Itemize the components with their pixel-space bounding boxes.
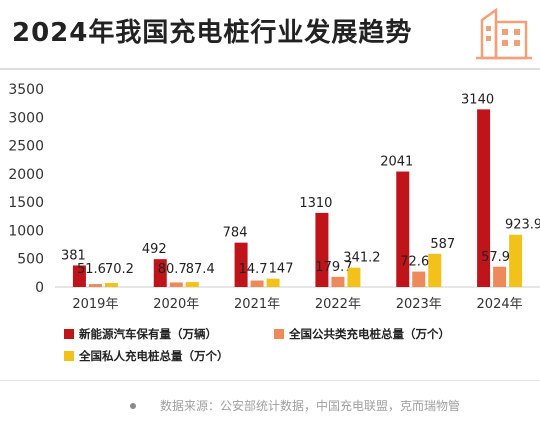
page-title: 2024年我国充电桩行业发展趋势 bbox=[12, 18, 413, 48]
x-tick-label: 2024年 bbox=[477, 297, 523, 312]
bar-3 bbox=[266, 278, 280, 287]
legend-swatch-public bbox=[274, 329, 284, 339]
data-label: 341.2 bbox=[343, 251, 380, 266]
bar-3 bbox=[428, 253, 442, 287]
legend-label-public: 全国公共类充电桩总量（万个） bbox=[289, 327, 450, 341]
y-tick-label: 3000 bbox=[8, 110, 44, 126]
y-tick-label: 500 bbox=[17, 252, 44, 268]
x-tick-label: 2023年 bbox=[396, 297, 442, 312]
data-label: 2041 bbox=[380, 155, 413, 170]
bar-2 bbox=[88, 284, 102, 287]
bar-2 bbox=[412, 271, 426, 287]
bar-3 bbox=[509, 234, 523, 287]
bar-3 bbox=[104, 283, 118, 287]
bar-2 bbox=[331, 276, 345, 287]
x-tick-label: 2020年 bbox=[153, 297, 199, 312]
data-source: 数据来源：公安部统计数据，中国充电联盟，克而瑞物管 bbox=[130, 397, 460, 414]
bar-3 bbox=[185, 282, 199, 287]
data-label: 51.6 bbox=[77, 262, 106, 277]
data-label: 14.7 bbox=[239, 262, 268, 277]
y-tick-label: 2000 bbox=[8, 167, 44, 183]
bar-1 bbox=[234, 242, 248, 287]
bar-1 bbox=[396, 171, 410, 287]
data-label: 587 bbox=[430, 237, 455, 252]
data-label: 72.6 bbox=[400, 255, 429, 270]
data-label: 1310 bbox=[299, 196, 332, 211]
bar-chart: 0 500 1000 1500 2000 2500 3000 3500 2019年 38151.6… bbox=[8, 82, 540, 312]
legend-label-private: 全国私人充电桩总量（万个） bbox=[79, 349, 229, 363]
y-tick-label: 1500 bbox=[8, 195, 44, 211]
data-label: 784 bbox=[223, 226, 248, 241]
bar-2 bbox=[169, 282, 183, 287]
legend-item-ev: 新能源汽车保有量（万辆） bbox=[64, 326, 217, 342]
legend-label-ev: 新能源汽车保有量（万辆） bbox=[79, 327, 217, 341]
bullet-icon bbox=[130, 402, 136, 409]
data-label: 147 bbox=[269, 262, 294, 277]
y-tick-label: 0 bbox=[35, 280, 44, 296]
data-label: 179.7 bbox=[315, 260, 352, 275]
legend-item-public: 全国公共类充电桩总量（万个） bbox=[274, 326, 450, 342]
data-label: 80.7 bbox=[158, 262, 187, 277]
x-tick-label: 2021年 bbox=[234, 297, 280, 312]
data-label: 381 bbox=[61, 248, 86, 263]
title-divider bbox=[0, 68, 540, 70]
building-icon bbox=[476, 7, 532, 60]
bar-3 bbox=[347, 267, 361, 287]
bar-1 bbox=[315, 212, 329, 287]
data-label: 492 bbox=[142, 242, 167, 257]
footer-divider bbox=[0, 380, 540, 381]
data-label: 87.4 bbox=[186, 262, 215, 277]
chart-legend: 新能源汽车保有量（万辆） 全国公共类充电桩总量（万个） 全国私人充电桩总量（万个… bbox=[64, 326, 534, 368]
data-label: 3140 bbox=[461, 92, 494, 107]
x-tick-label: 2022年 bbox=[315, 297, 361, 312]
x-tick-label: 2019年 bbox=[72, 297, 118, 312]
legend-swatch-ev bbox=[64, 329, 74, 339]
bar-2 bbox=[493, 266, 507, 287]
data-label: 57.9 bbox=[481, 250, 510, 265]
bar-2 bbox=[250, 280, 264, 287]
bar-1 bbox=[72, 265, 86, 287]
data-label: 923.9 bbox=[505, 218, 540, 233]
bar-1 bbox=[477, 109, 491, 287]
legend-item-private: 全国私人充电桩总量（万个） bbox=[64, 348, 229, 364]
y-tick-label: 2500 bbox=[8, 139, 44, 155]
data-label: 70.2 bbox=[105, 262, 134, 277]
data-source-text: 数据来源：公安部统计数据，中国充电联盟，克而瑞物管 bbox=[160, 399, 461, 413]
bar-1 bbox=[153, 259, 167, 287]
y-tick-label: 3500 bbox=[8, 82, 44, 98]
legend-swatch-private bbox=[64, 351, 74, 361]
y-tick-label: 1000 bbox=[8, 223, 44, 239]
